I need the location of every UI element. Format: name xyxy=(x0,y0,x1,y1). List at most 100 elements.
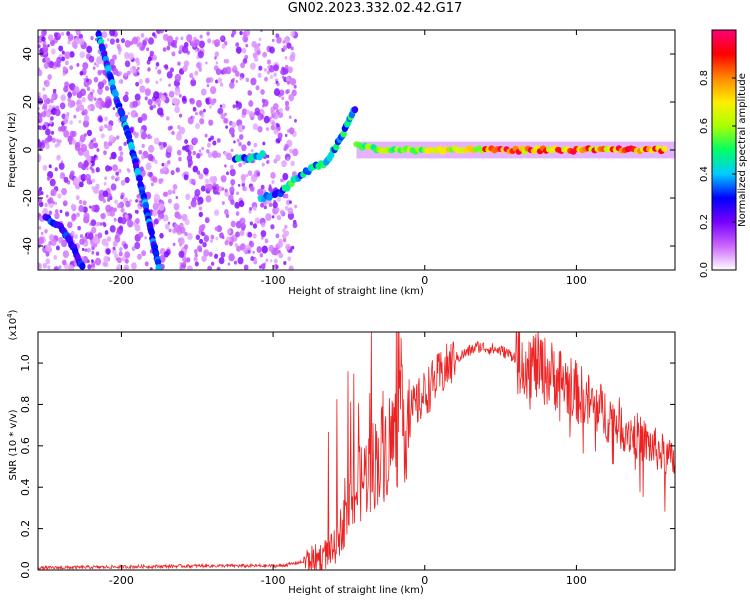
spectrogram-noise-speck xyxy=(127,168,131,173)
spectrogram-noise-speck xyxy=(224,209,229,215)
spectrogram-noise-speck xyxy=(64,51,71,60)
spectrogram-noise-speck xyxy=(134,133,139,139)
spectrogram-noise-speck xyxy=(131,246,136,252)
spectrogram-noise-speck xyxy=(204,217,210,224)
spectrogram-noise-speck xyxy=(50,48,56,55)
spectrogram-noise-speck xyxy=(285,243,291,251)
spectrogram-noise-speck xyxy=(181,95,187,102)
spectrogram-noise-speck xyxy=(158,203,165,211)
spectrogram-noise-speck xyxy=(45,143,50,150)
spectrogram-noise-speck xyxy=(144,88,151,96)
spectrogram-noise-speck xyxy=(201,231,205,237)
spectrogram-noise-speck xyxy=(217,191,220,196)
spectrogram-noise-speck xyxy=(249,185,255,192)
spectrogram-noise-speck xyxy=(56,138,59,143)
spectrogram-noise-speck xyxy=(134,209,138,214)
spectrogram-noise-speck xyxy=(191,77,195,81)
spectrogram-noise-speck xyxy=(245,77,250,83)
x-tick-label: -200 xyxy=(109,574,134,587)
spectrogram-noise-speck xyxy=(121,256,126,262)
spectrogram-noise-speck xyxy=(71,213,77,221)
spectrogram-noise-speck xyxy=(99,222,103,226)
spectrogram-noise-speck xyxy=(261,236,264,240)
spectrogram-noise-speck xyxy=(180,36,184,41)
spectrogram-noise-speck xyxy=(178,126,186,135)
spectrogram-noise-speck xyxy=(195,111,198,116)
spectrogram-noise-speck xyxy=(50,188,57,197)
spectrogram-noise-speck xyxy=(123,264,130,270)
spectrogram-noise-speck xyxy=(100,100,106,107)
spectrogram-noise-speck xyxy=(85,75,88,79)
spectrogram-noise-speck xyxy=(79,238,85,245)
spectrogram-noise-speck xyxy=(205,195,212,203)
spectrogram-noise-speck xyxy=(38,201,44,208)
spectrogram-noise-speck xyxy=(254,257,258,262)
spectrogram-noise-speck xyxy=(235,79,238,83)
spectrogram-noise-speck xyxy=(251,40,257,48)
spectrogram-noise-speck xyxy=(216,267,221,270)
spectrogram-noise-speck xyxy=(148,144,155,153)
spectrogram-noise-speck xyxy=(64,211,70,217)
spectrogram-noise-speck xyxy=(279,89,285,96)
spectrogram-noise-speck xyxy=(99,128,103,132)
spectrogram-noise-speck xyxy=(147,67,151,72)
colorbar-label: Normalized spectral amplitude xyxy=(737,73,748,227)
track-point xyxy=(154,258,162,266)
spectrogram-noise-speck xyxy=(112,240,118,247)
spectrogram-noise-speck xyxy=(214,253,219,259)
spectrogram-noise-speck xyxy=(293,84,297,89)
spectrogram-noise-speck xyxy=(118,225,124,231)
spectrogram-noise-speck xyxy=(91,250,95,255)
spectrogram-noise-speck xyxy=(88,141,95,150)
spectrogram-noise-speck xyxy=(285,105,290,111)
spectrogram-noise-speck xyxy=(120,207,125,213)
snr-line xyxy=(38,332,675,570)
y-tick-label: -40 xyxy=(21,237,34,255)
spectrogram-noise-speck xyxy=(260,89,265,95)
spectrogram-noise-speck xyxy=(61,56,66,62)
colorbar-tick-label: 0.2 xyxy=(699,214,710,230)
spectrogram-noise-speck xyxy=(159,30,164,34)
spectrogram-noise-speck xyxy=(178,156,182,162)
colorbar-tick-label: 0.8 xyxy=(699,70,710,86)
spectrogram-noise-speck xyxy=(71,139,77,145)
spectrogram-noise-speck xyxy=(82,119,90,128)
spectrogram-noise-speck xyxy=(209,176,215,184)
spectrogram-noise-speck xyxy=(223,117,228,124)
spectrogram-noise-speck xyxy=(124,214,129,219)
spectrogram-noise-speck xyxy=(84,248,88,252)
spectrogram-noise-speck xyxy=(69,65,74,71)
spectrogram-noise-speck xyxy=(270,124,276,131)
colorbar-tick-label: 0.4 xyxy=(699,166,710,182)
spectrogram-noise-speck xyxy=(187,232,193,241)
spectrogram-noise-speck xyxy=(73,114,77,119)
spectrogram-noise-speck xyxy=(290,160,295,167)
spectrogram-noise-speck xyxy=(186,265,193,270)
spectrogram-noise-speck xyxy=(201,255,207,262)
spectrogram-noise-speck xyxy=(113,217,117,222)
spectrogram-noise-speck xyxy=(38,262,42,270)
spectrogram-noise-speck xyxy=(56,62,61,68)
spectrogram-y-ticks: -40 -20 0 20 40 xyxy=(21,47,675,255)
spectrogram-noise-speck xyxy=(208,251,213,257)
spectrogram-noise-speck xyxy=(236,107,240,111)
spectrogram-noise-speck xyxy=(219,82,224,87)
spectrogram-noise-speck xyxy=(70,203,76,210)
spectrogram-noise-speck xyxy=(101,31,108,39)
spectrogram-noise-speck xyxy=(58,139,62,144)
spectrogram-noise-speck xyxy=(108,166,113,171)
spectrogram-noise-speck xyxy=(253,142,258,148)
spectrogram-noise-speck xyxy=(224,188,228,193)
spectrogram-noise-speck xyxy=(93,76,99,83)
spectrogram-noise-speck xyxy=(100,133,105,139)
spectrogram-noise-speck xyxy=(147,56,152,62)
spectrogram-noise-speck xyxy=(284,193,289,199)
snr-plot-area xyxy=(38,332,675,570)
spectrogram-noise-speck xyxy=(52,88,57,94)
spectrogram-noise-speck xyxy=(92,235,99,244)
spectrogram-noise-speck xyxy=(224,190,230,197)
spectrogram-noise-speck xyxy=(289,200,292,204)
spectrogram-noise-speck xyxy=(166,71,173,79)
spectrogram-noise-speck xyxy=(212,182,217,187)
spectrogram-noise-speck xyxy=(178,250,185,258)
